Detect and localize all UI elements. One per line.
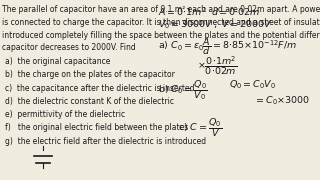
- Text: e)  permittivity of the dielectric: e) permittivity of the dielectric: [5, 110, 125, 119]
- Text: $\times \dfrac{0{\cdot}1m^2}{0{\cdot}02m}$: $\times \dfrac{0{\cdot}1m^2}{0{\cdot}02m…: [197, 54, 237, 76]
- Text: introduced completely filling the space between the plates and the potential dif: introduced completely filling the space …: [2, 31, 320, 40]
- Text: f)   the original electric field between the plates: f) the original electric field between t…: [5, 123, 188, 132]
- Text: is connected to charge the capacitor. It is then disconnected and a sheet of ins: is connected to charge the capacitor. It…: [2, 18, 320, 27]
- Text: $A = 0{\cdot}1m^2 \;\; d = 0{\cdot}02m$: $A = 0{\cdot}1m^2 \;\; d = 0{\cdot}02m$: [158, 5, 261, 18]
- Text: c)  the capacitance after the dielectric is inserted: c) the capacitance after the dielectric …: [5, 84, 194, 93]
- Text: d)  the dielectric constant K of the dielectric: d) the dielectric constant K of the diel…: [5, 97, 174, 106]
- Text: capacitor decreases to 2000V. Find: capacitor decreases to 2000V. Find: [2, 43, 135, 52]
- Text: b)  the charge on the plates of the capacitor: b) the charge on the plates of the capac…: [5, 70, 175, 79]
- Text: a)  the original capacitance: a) the original capacitance: [5, 57, 110, 66]
- Text: $V_0 = 3000V \; ; \; V = 2000V$: $V_0 = 3000V \; ; \; V = 2000V$: [158, 19, 273, 31]
- Text: g)  the electric field after the dielectric is introduced: g) the electric field after the dielectr…: [5, 137, 206, 146]
- Text: $= C_0 {\times} 3000$: $= C_0 {\times} 3000$: [254, 94, 311, 107]
- Text: The parallel of capacitor have an area of 0.1 m² each and are 0.02m apart. A pow: The parallel of capacitor have an area o…: [2, 5, 320, 14]
- Text: c) $C = \dfrac{Q_0}{V}$: c) $C = \dfrac{Q_0}{V}$: [178, 117, 222, 140]
- Text: b) $C_0 = \dfrac{Q_0}{V_0}$: b) $C_0 = \dfrac{Q_0}{V_0}$: [158, 78, 208, 102]
- Text: $Q_0 = C_0 V_0$: $Q_0 = C_0 V_0$: [229, 78, 276, 91]
- Text: a) $C_0 = \varepsilon_0 \dfrac{A}{d} = 8{\cdot}85{\times}10^{-12}F/m$: a) $C_0 = \varepsilon_0 \dfrac{A}{d} = 8…: [158, 36, 298, 57]
